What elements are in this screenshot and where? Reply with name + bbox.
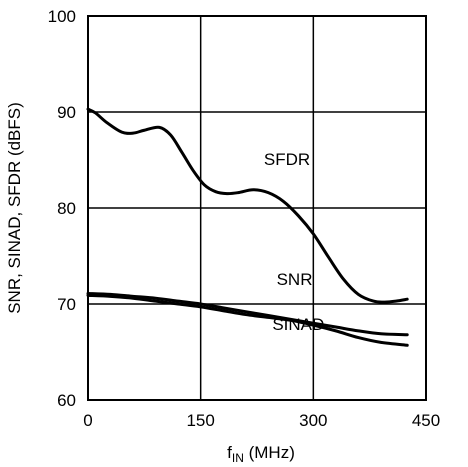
x-tick-label: 300 xyxy=(299,411,327,430)
y-tick-label: 80 xyxy=(57,199,76,218)
x-axis-label-main: f xyxy=(227,443,232,462)
y-tick-label: 70 xyxy=(57,295,76,314)
annotation-layer: SFDR SNR SINAD xyxy=(264,150,324,334)
x-axis-label: fIN (MHz) xyxy=(227,443,295,465)
x-axis-label-rest: (MHz) xyxy=(244,443,295,462)
grid xyxy=(88,16,426,400)
y-tick-labels: 60 70 80 90 100 xyxy=(48,7,76,410)
series-layer xyxy=(86,107,409,347)
series-line-snr xyxy=(86,291,409,337)
x-tick-label: 450 xyxy=(412,411,440,430)
series-label-sinad: SINAD xyxy=(272,315,324,334)
y-tick-label: 100 xyxy=(48,7,76,26)
series-label-snr: SNR xyxy=(277,270,313,289)
y-tick-label: 90 xyxy=(57,103,76,122)
y-axis-label: SNR, SINAD, SFDR (dBFS) xyxy=(5,102,24,314)
x-tick-label: 150 xyxy=(186,411,214,430)
x-tick-labels: 0 150 300 450 xyxy=(83,411,440,430)
plot-frame xyxy=(87,15,427,401)
series-label-sfdr: SFDR xyxy=(264,150,310,169)
x-tick-label: 0 xyxy=(83,411,92,430)
x-axis-label-subscript: IN xyxy=(232,451,244,465)
series-line-sfdr xyxy=(86,107,409,304)
y-tick-label: 60 xyxy=(57,391,76,410)
series-line-sinad xyxy=(86,293,409,347)
